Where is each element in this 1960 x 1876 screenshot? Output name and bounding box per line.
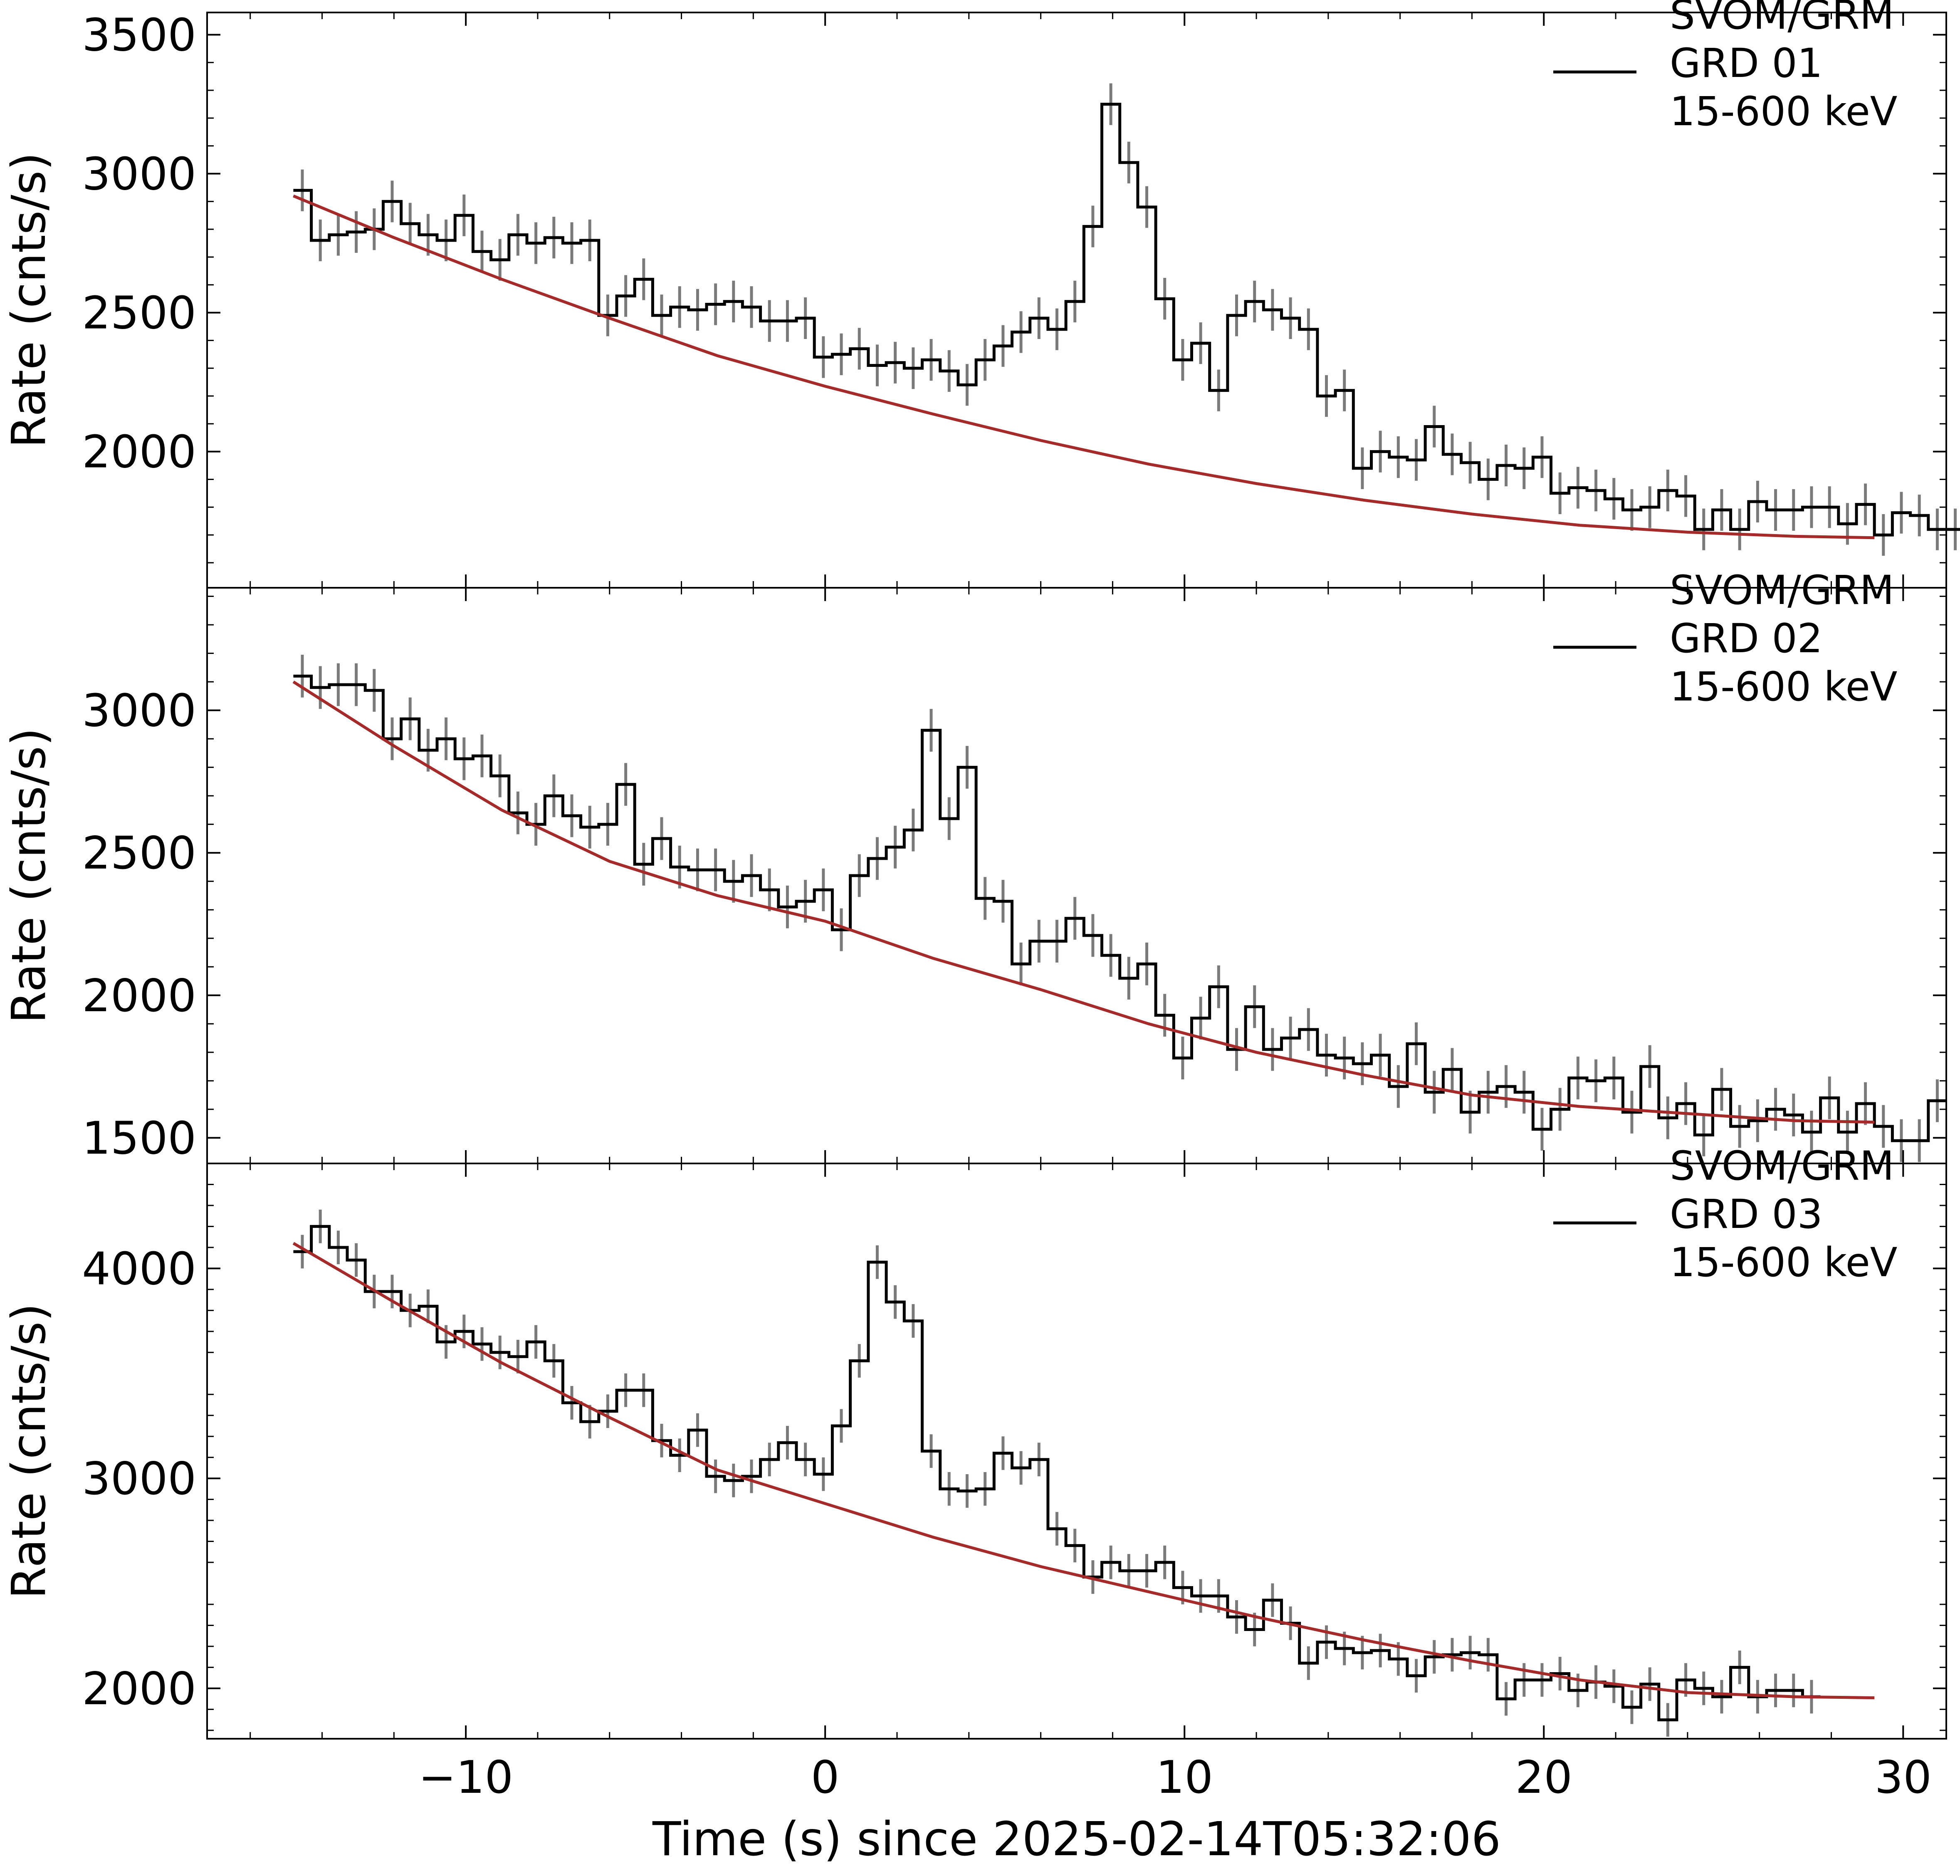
legend-line-2: GRD 01 — [1670, 40, 1823, 87]
legend-line-1: SVOM/GRM — [1670, 1143, 1894, 1189]
x-axis-label: Time (s) since 2025-02-14T05:32:06 — [652, 1812, 1501, 1866]
x-tick-label: 30 — [1875, 1752, 1932, 1804]
light-curve-step — [293, 674, 1946, 1142]
background-model-curve — [292, 1242, 1875, 1700]
light-curve-step — [293, 1225, 1821, 1722]
legend-line-3: 15-600 keV — [1670, 88, 1897, 135]
panel-frame — [206, 1163, 1947, 1740]
x-axis: −10 0 10 20 30 Time (s) since 2025-02-14… — [418, 1752, 1932, 1866]
y-tick-label: 2500 — [82, 827, 196, 879]
x-tick-label: 0 — [811, 1752, 840, 1804]
y-tick-label: 4000 — [82, 1243, 196, 1295]
panel-grd-01: SVOM/GRM GRD 01 15-600 keV Rate (cnts/s)… — [2, 0, 1960, 589]
y-tick-label: 2000 — [82, 970, 196, 1022]
panel-grd-03: SVOM/GRM GRD 03 15-600 keV Rate (cnts/s)… — [2, 1143, 1947, 1740]
y-tick-label: 3500 — [82, 9, 196, 61]
y-axis-label: Rate (cnts/s) — [2, 152, 56, 448]
background-model-curve — [292, 681, 1875, 1124]
x-tick-label: 20 — [1515, 1752, 1572, 1804]
legend-line-2: GRD 03 — [1670, 1191, 1823, 1237]
plot-area — [293, 83, 1960, 556]
legend-line-1: SVOM/GRM — [1670, 567, 1894, 614]
y-tick-label: 3000 — [82, 1453, 196, 1505]
x-tick-label: −10 — [418, 1752, 513, 1804]
plot-area — [292, 655, 1946, 1162]
legend-line-3: 15-600 keV — [1670, 1239, 1897, 1286]
plot-area — [292, 1210, 1875, 1737]
y-axis-label: Rate (cnts/s) — [2, 1303, 56, 1599]
background-model-curve — [293, 194, 1875, 540]
y-tick-label: 3000 — [82, 685, 196, 737]
x-tick-label: 10 — [1156, 1752, 1213, 1804]
legend-line-2: GRD 02 — [1670, 615, 1823, 662]
y-axis-label: Rate (cnts/s) — [2, 728, 56, 1024]
legend-line-1: SVOM/GRM — [1670, 0, 1894, 38]
y-tick-label: 2000 — [82, 426, 196, 478]
legend-line-3: 15-600 keV — [1670, 663, 1897, 710]
y-tick-label: 1500 — [82, 1112, 196, 1164]
panel-grd-02: SVOM/GRM GRD 02 15-600 keV Rate (cnts/s)… — [2, 567, 1947, 1164]
y-tick-label: 2500 — [82, 287, 196, 339]
y-tick-label: 3000 — [82, 148, 196, 200]
y-tick-label: 2000 — [82, 1663, 196, 1715]
